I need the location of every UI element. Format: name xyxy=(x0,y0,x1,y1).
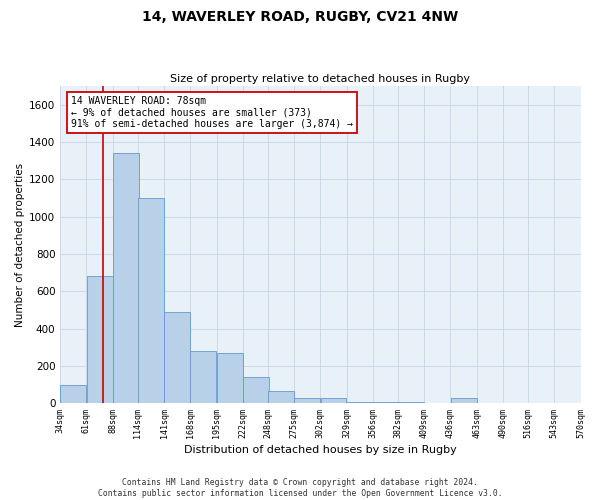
Bar xyxy=(86,276,113,403)
Bar xyxy=(320,398,346,403)
Bar xyxy=(190,351,217,403)
Bar xyxy=(113,154,139,403)
Bar xyxy=(268,391,294,403)
Text: Contains HM Land Registry data © Crown copyright and database right 2024.
Contai: Contains HM Land Registry data © Crown c… xyxy=(98,478,502,498)
Bar xyxy=(451,398,476,403)
Bar xyxy=(61,384,86,403)
Bar xyxy=(295,398,320,403)
Bar xyxy=(243,377,269,403)
Text: 14, WAVERLEY ROAD, RUGBY, CV21 4NW: 14, WAVERLEY ROAD, RUGBY, CV21 4NW xyxy=(142,10,458,24)
Y-axis label: Number of detached properties: Number of detached properties xyxy=(15,162,25,326)
Bar xyxy=(164,312,190,403)
Bar xyxy=(138,198,164,403)
Bar xyxy=(217,353,242,403)
Bar xyxy=(347,402,373,403)
X-axis label: Distribution of detached houses by size in Rugby: Distribution of detached houses by size … xyxy=(184,445,457,455)
Bar xyxy=(373,402,399,403)
Bar xyxy=(398,402,424,403)
Title: Size of property relative to detached houses in Rugby: Size of property relative to detached ho… xyxy=(170,74,470,84)
Text: 14 WAVERLEY ROAD: 78sqm
← 9% of detached houses are smaller (373)
91% of semi-de: 14 WAVERLEY ROAD: 78sqm ← 9% of detached… xyxy=(71,96,353,129)
